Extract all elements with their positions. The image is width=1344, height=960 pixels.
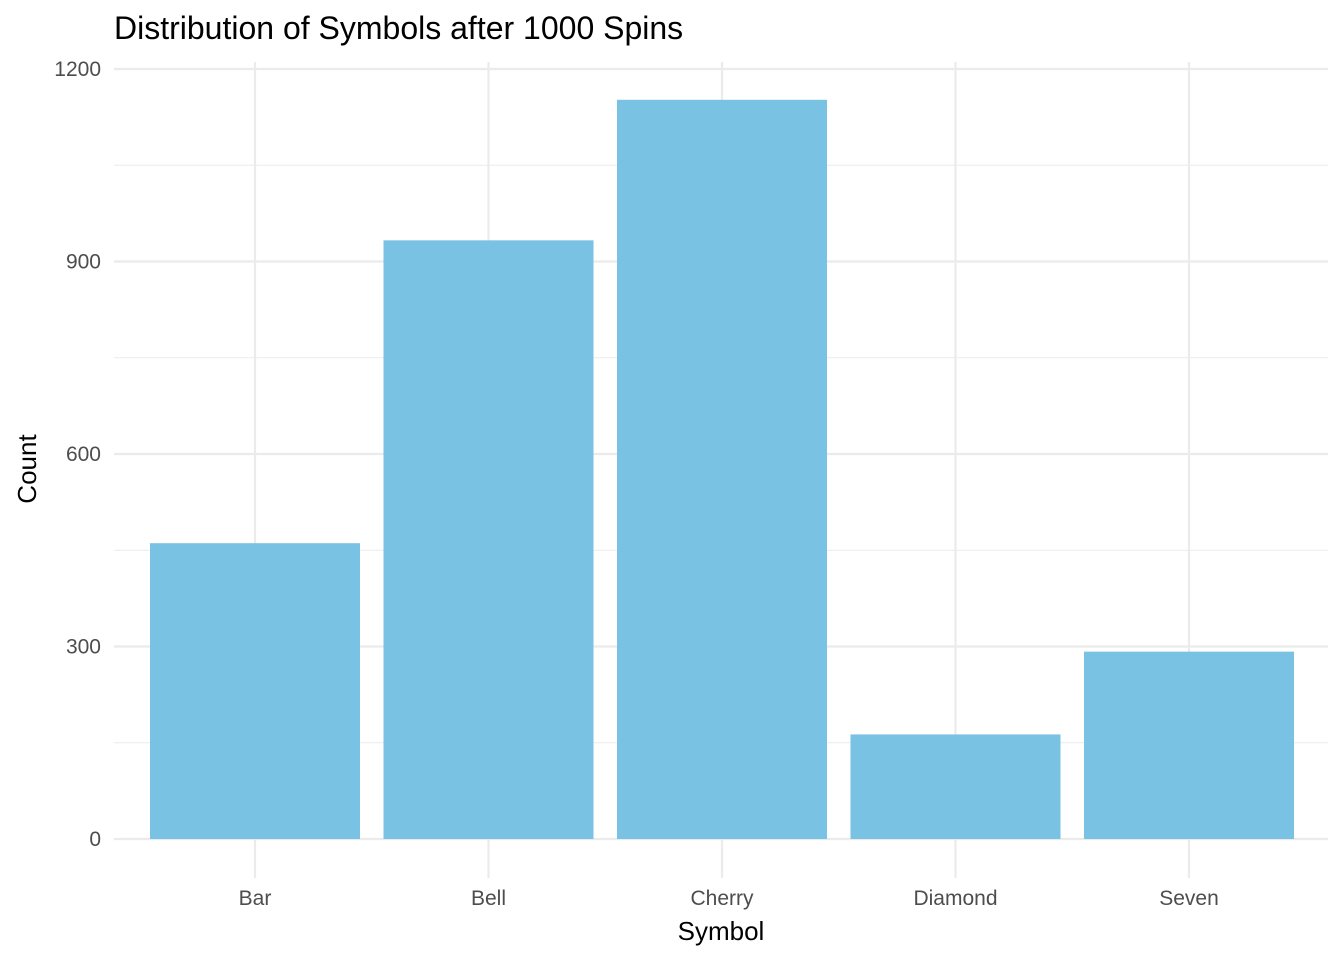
y-tick-label: 0 [89,828,101,851]
y-tick-label: 300 [66,636,101,659]
bar-bell [383,240,594,839]
y-tick-label: 1200 [54,58,101,81]
x-tick-label: Cherry [690,887,754,910]
y-tick-label: 600 [66,443,101,466]
x-tick-label: Seven [1159,887,1219,910]
x-tick-label: Diamond [913,887,997,910]
bar-diamond [850,734,1061,839]
bar-cherry [617,99,827,840]
y-tick-label: 900 [66,251,101,274]
bar-seven [1084,651,1294,839]
y-axis-ticks: 0 300 600 900 1200 [54,58,101,851]
x-axis-title: Symbol [678,916,765,946]
bars [150,99,1294,840]
y-axis-title: Count [12,434,42,504]
x-tick-label: Bell [471,887,506,910]
chart-title: Distribution of Symbols after 1000 Spins [114,10,683,46]
x-tick-label: Bar [239,887,272,910]
bar-bar [150,543,360,839]
x-axis-ticks: Bar Bell Cherry Diamond Seven [239,887,1219,910]
